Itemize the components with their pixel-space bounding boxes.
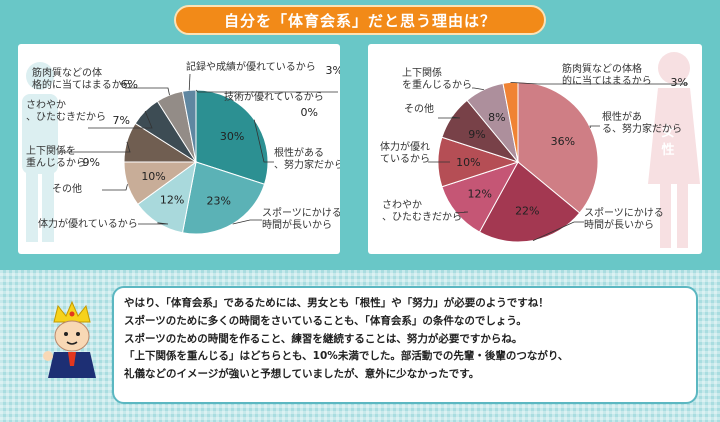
page-title-text: 自分を「体育会系」だと思う理由は？ <box>223 11 496 30</box>
female-label-6: 筋肉質などの体格的に当てはまるから <box>562 62 652 87</box>
male-pct-8: 0% <box>301 106 318 119</box>
comment-text: やはり、「体育会系」であるためには、男女とも「根性」や「努力」が必要のようですね… <box>124 295 694 384</box>
female-pct-4: 9% <box>468 128 485 141</box>
male-label-0: 根性がある、努力家だから <box>274 146 340 171</box>
comment-line-1: やはり、「体育会系」であるためには、男女とも「根性」や「努力」が必要のようですね… <box>124 297 549 309</box>
female-slice-6 <box>502 81 519 163</box>
female-badge-char-2: 性 <box>661 142 674 158</box>
male-leader-6 <box>128 87 170 96</box>
female-label-4: その他 <box>404 102 434 115</box>
male-leader-5 <box>88 110 153 129</box>
female-leader-6 <box>510 82 688 85</box>
female-leader-2 <box>456 211 469 214</box>
male-pie-chart: 30% 23% 12% 10% 9% 7% 6% 3% 0% 根性がある、努力家だからスポーツに… <box>22 60 340 242</box>
king-mascot-icon <box>43 300 96 378</box>
comment-line-5: 礼儀などのイメージが強いと予想していましたが、意外に少なかったです。 <box>124 368 480 381</box>
comment-line-4: 「上下関係を重んじる」はどちらとも、10%未満でした。部活動での先輩・後輩のつな… <box>124 350 569 363</box>
page-title: 自分を「体育会系」だと思う理由は？ <box>174 5 546 35</box>
female-pct-2: 12% <box>468 188 492 201</box>
female-slice-0 <box>517 81 599 214</box>
female-label-0: 根性がある、努力家だから <box>602 110 682 135</box>
male-chart-panel: 30% 23% 12% 10% 9% 7% 6% 3% 0% 根性がある、努力家だからスポーツに… <box>18 44 340 254</box>
male-silhouette-icon <box>22 62 58 242</box>
female-label-1: スポーツにかける時間が長いから <box>584 207 664 231</box>
male-label-7: 記録や成績が優れているから <box>186 60 316 73</box>
male-leader-0 <box>253 119 274 163</box>
female-silhouette-icon <box>648 52 700 248</box>
female-pct-5: 8% <box>488 111 505 124</box>
male-label-6: 筋肉質などの体格的に当てはまるから <box>32 66 132 91</box>
male-leader-8 <box>195 89 338 93</box>
male-leader-7 <box>188 73 191 91</box>
female-leader-0 <box>589 125 600 128</box>
male-label-8: 技術が優れているから <box>224 90 324 103</box>
comment-line-2: スポーツのために多くの時間をさいていることも、「体育会系」の条件なのでしょう。 <box>124 314 527 327</box>
male-slice-0 <box>195 89 269 185</box>
female-pct-3: 10% <box>456 156 480 169</box>
male-label-4: 上下関係を重んじるから <box>26 145 86 169</box>
male-label-1: スポーツにかける時間が長いから <box>262 207 340 231</box>
male-pct-0: 30% <box>220 130 244 143</box>
male-pct-4: 9% <box>83 156 100 169</box>
male-leader-1 <box>232 219 262 225</box>
female-leader-5 <box>472 87 484 90</box>
male-leader-4 <box>58 141 131 153</box>
comment-line-3: スポーツのための時間を作ること、練習を継続することは、努力が必要ですからね。 <box>124 332 523 345</box>
male-slice-7 <box>181 89 197 163</box>
female-label-5: 上下関係を重んじるから <box>402 67 472 91</box>
male-pct-1: 23% <box>206 194 230 207</box>
male-slice-1 <box>181 161 266 235</box>
male-leader-3 <box>102 184 128 191</box>
female-pct-1: 22% <box>515 205 539 218</box>
male-pct-6: 6% <box>121 78 138 91</box>
male-pct-3: 10% <box>141 170 165 183</box>
female-badge-char-1: 女 <box>661 124 674 140</box>
female-pct-0: 36% <box>551 135 575 148</box>
male-label-5: さわやか、ひたむきだから <box>26 99 106 123</box>
female-leader-1 <box>532 221 584 241</box>
female-leader-4 <box>438 116 461 119</box>
male-leader-2 <box>138 222 169 225</box>
female-chart-panel: 女 性 36% 22% 12% 10% 9% 8% 3% 根性がある、努力家だからスポーツに… <box>368 44 702 254</box>
female-label-3: 体力が優れているから <box>380 140 430 165</box>
male-label-3: その他 <box>52 182 82 195</box>
male-pct-2: 12% <box>160 194 184 207</box>
female-pct-6: 3% <box>671 76 688 89</box>
male-pct-7: 3% <box>326 64 340 77</box>
male-pct-5: 7% <box>113 114 130 127</box>
female-pie-chart: 女 性 36% 22% 12% 10% 9%8% 3% 根性がある、努力家だからスポーツに… <box>380 52 700 248</box>
male-label-2: 体力が優れているから <box>38 217 138 230</box>
female-label-2: さわやか、ひたむきだから <box>382 199 462 223</box>
comment-box <box>112 286 698 404</box>
